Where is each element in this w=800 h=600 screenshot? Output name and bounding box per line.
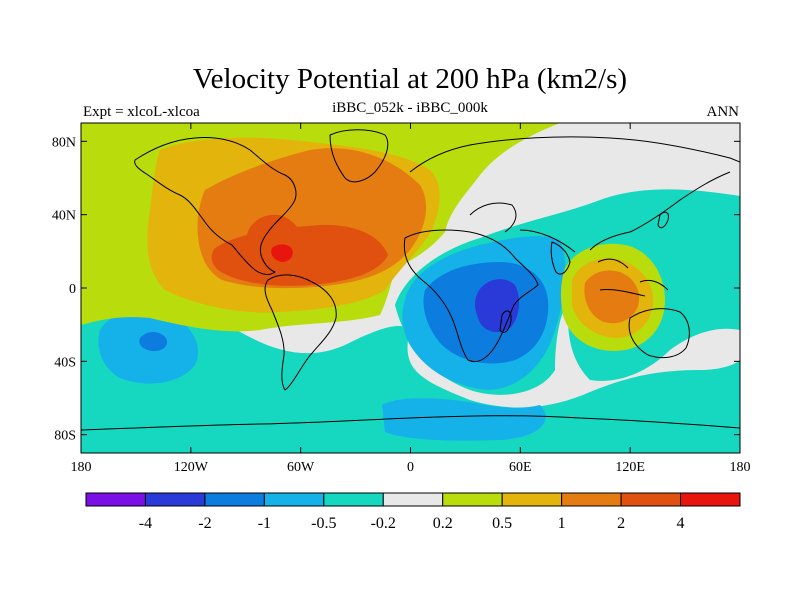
- colorbar-label: 0.2: [433, 515, 453, 532]
- coast-south-america: [264, 274, 337, 391]
- colorbar-swatch: [501, 492, 563, 507]
- coast-australia: [628, 308, 690, 359]
- lon-tick-label: 120W: [174, 460, 209, 475]
- colorbar-swatch: [561, 492, 622, 507]
- coast-japan: [657, 211, 669, 229]
- lat-tick-label: 40N: [52, 209, 76, 224]
- lat-tick-label: 80S: [54, 429, 76, 444]
- axis-ticks: [80, 123, 741, 453]
- colorbar-label: 4: [677, 515, 685, 532]
- coast-greenland: [329, 129, 389, 183]
- contour-red-caribbean-core: [271, 244, 293, 262]
- colorbar-swatch: [323, 492, 384, 507]
- colorbar-swatch: [442, 492, 503, 507]
- colorbar-swatch: [382, 492, 444, 507]
- colorbar-label: -0.5: [311, 515, 336, 532]
- coast-india: [550, 241, 571, 275]
- coast-eurasia: [409, 136, 740, 253]
- plot-title: Velocity Potential at 200 hPa (km2/s): [193, 63, 627, 95]
- coast-north-america: [134, 137, 297, 275]
- lon-tick-label: 120E: [615, 460, 645, 475]
- coast-indonesia: [597, 258, 669, 297]
- colorbar-swatch: [144, 492, 206, 507]
- contour-negative-southern-band: [81, 304, 740, 453]
- lon-tick-label: 0: [407, 460, 414, 475]
- lon-tick-label: 180: [730, 460, 751, 475]
- lat-tick-label: 80N: [52, 135, 76, 150]
- coast-madagascar: [499, 310, 512, 333]
- season-label: ANN: [707, 104, 740, 120]
- lon-tick-label: 60W: [287, 460, 315, 475]
- colorbar-label: -2: [198, 515, 211, 532]
- lon-tick-label: 180: [71, 460, 92, 475]
- colorbar-label: -0.2: [371, 515, 396, 532]
- colorbar-swatch: [680, 492, 741, 507]
- contour-blue-south-pacific-core: [139, 332, 168, 352]
- lon-tick-label: 60E: [509, 460, 532, 475]
- lat-tick-label: 40S: [54, 355, 76, 370]
- colorbar-label: -4: [139, 515, 152, 532]
- contour-orange-maritime-core: [584, 270, 640, 324]
- colorbar-label: -1: [258, 515, 271, 532]
- colorbar-swatch: [85, 492, 146, 507]
- coast-antarctica: [81, 415, 740, 431]
- contour-field: [81, 123, 740, 453]
- colorbar-swatch: [204, 492, 265, 507]
- coastlines: [81, 129, 740, 431]
- colorbar-label: 0.5: [492, 515, 512, 532]
- colorbar-label: 1: [558, 515, 566, 532]
- colorbar-swatch: [263, 492, 325, 507]
- latitude-labels: 80N 40N 0 40S 80S: [52, 135, 76, 443]
- colorbar: [85, 492, 741, 507]
- colorbar-label: 2: [617, 515, 625, 532]
- colorbar-swatch: [620, 492, 682, 507]
- coast-africa: [403, 229, 539, 363]
- colorbar-labels: -4 -2 -1 -0.5 -0.2 0.2 0.5 1 2 4: [139, 515, 685, 532]
- comparison-label: iBBC_052k - iBBC_000k: [332, 100, 488, 116]
- experiment-label: Expt = xlcoL-xlcoa: [83, 104, 200, 120]
- longitude-labels: 180 120W 60W 0 60E 120E 180: [71, 460, 751, 475]
- contour-light-blue-southern-ocean: [382, 398, 546, 441]
- lat-tick-label: 0: [69, 282, 76, 297]
